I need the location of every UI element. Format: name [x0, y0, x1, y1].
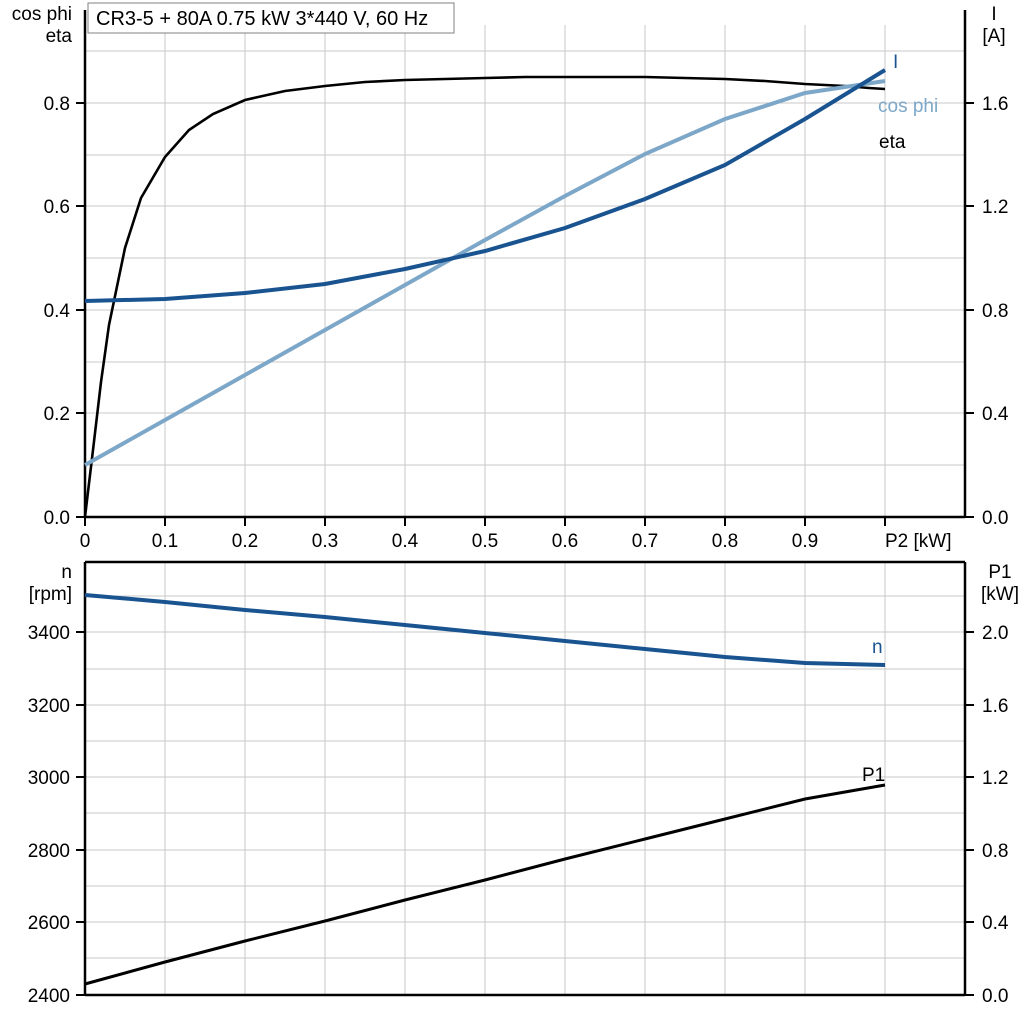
top-left-tick-4: 0.8 [44, 94, 70, 115]
top-x-tick-6: 0.6 [552, 531, 578, 552]
bottom-chart-grid [85, 562, 965, 995]
bottom-chart-right-ticks [965, 631, 974, 996]
top-x-tick-4: 0.4 [392, 531, 419, 552]
bottom-right-tick-4: 1.6 [982, 696, 1008, 717]
bottom-right-tick-2: 0.8 [982, 841, 1008, 862]
bottom-right-axis-title-1: P1 [988, 562, 1011, 583]
curve-eta [83, 75, 886, 518]
top-chart-right-ticks [965, 102, 974, 518]
top-chart-x-ticks [84, 517, 886, 526]
top-right-tick-3: 1.2 [982, 197, 1008, 218]
top-left-axis-title-1: cos phi [12, 4, 72, 25]
bottom-chart-group: 2400 2600 2800 3000 3200 3400 0.0 0.4 0.… [28, 560, 1019, 1007]
top-right-axis-title-1: I [991, 4, 996, 25]
top-x-tick-2: 0.2 [232, 531, 258, 552]
top-chart-group: 0.0 0.2 0.4 0.6 0.8 0.0 0.4 0.8 1.2 1.6 [12, 2, 1009, 552]
bottom-chart-left-ticks [76, 631, 85, 996]
top-chart-axes [83, 10, 967, 519]
curve-label-speed: n [872, 637, 883, 658]
top-left-tick-1: 0.2 [44, 404, 70, 425]
bottom-left-tick-1: 2600 [28, 913, 70, 934]
bottom-right-tick-1: 0.4 [982, 913, 1009, 934]
bottom-chart-axes [83, 560, 967, 997]
top-chart-grid [85, 25, 965, 517]
bottom-right-axis-title-2: [kW] [981, 584, 1019, 605]
curve-label-current: I [893, 52, 898, 73]
bottom-left-axis-title-1: n [61, 562, 72, 583]
bottom-left-axis-title-2: [rpm] [29, 584, 72, 605]
top-x-axis-title: P2 [kW] [885, 531, 952, 552]
top-right-tick-0: 0.0 [982, 508, 1008, 529]
top-x-tick-7: 0.7 [632, 531, 658, 552]
bottom-right-tick-5: 2.0 [982, 623, 1008, 644]
curve-cos-phi [84, 79, 886, 467]
top-x-tick-1: 0.1 [152, 531, 178, 552]
top-right-axis-title-2: [A] [982, 26, 1005, 47]
top-chart-left-ticks [76, 102, 85, 518]
top-left-tick-2: 0.4 [44, 301, 71, 322]
curve-current [84, 68, 887, 303]
top-x-tick-0: 0 [80, 531, 91, 552]
bottom-left-tick-2: 2800 [28, 841, 70, 862]
top-right-tick-1: 0.4 [982, 404, 1009, 425]
curve-label-eta: eta [879, 132, 906, 153]
bottom-left-tick-0: 2400 [28, 986, 70, 1007]
top-left-tick-0: 0.0 [44, 508, 70, 529]
curve-label-power: P1 [862, 765, 885, 786]
top-x-tick-5: 0.5 [472, 531, 498, 552]
top-right-tick-4: 1.6 [982, 94, 1008, 115]
top-x-tick-3: 0.3 [312, 531, 338, 552]
bottom-right-tick-0: 0.0 [982, 986, 1008, 1007]
curve-label-cos-phi: cos phi [878, 96, 938, 117]
bottom-left-tick-5: 3400 [28, 623, 70, 644]
top-left-axis-title-2: eta [46, 26, 73, 47]
bottom-right-tick-3: 1.2 [982, 768, 1008, 789]
curve-power [84, 783, 886, 986]
top-left-tick-3: 0.6 [44, 197, 70, 218]
top-x-tick-9: 0.9 [792, 531, 818, 552]
bottom-left-tick-3: 3000 [28, 768, 70, 789]
top-x-tick-8: 0.8 [712, 531, 738, 552]
bottom-left-tick-4: 3200 [28, 696, 70, 717]
chart-title: CR3-5 + 80A 0.75 kW 3*440 V, 60 Hz [96, 8, 428, 30]
top-right-tick-2: 0.8 [982, 301, 1008, 322]
curve-speed [84, 593, 886, 667]
title-box [87, 2, 455, 34]
